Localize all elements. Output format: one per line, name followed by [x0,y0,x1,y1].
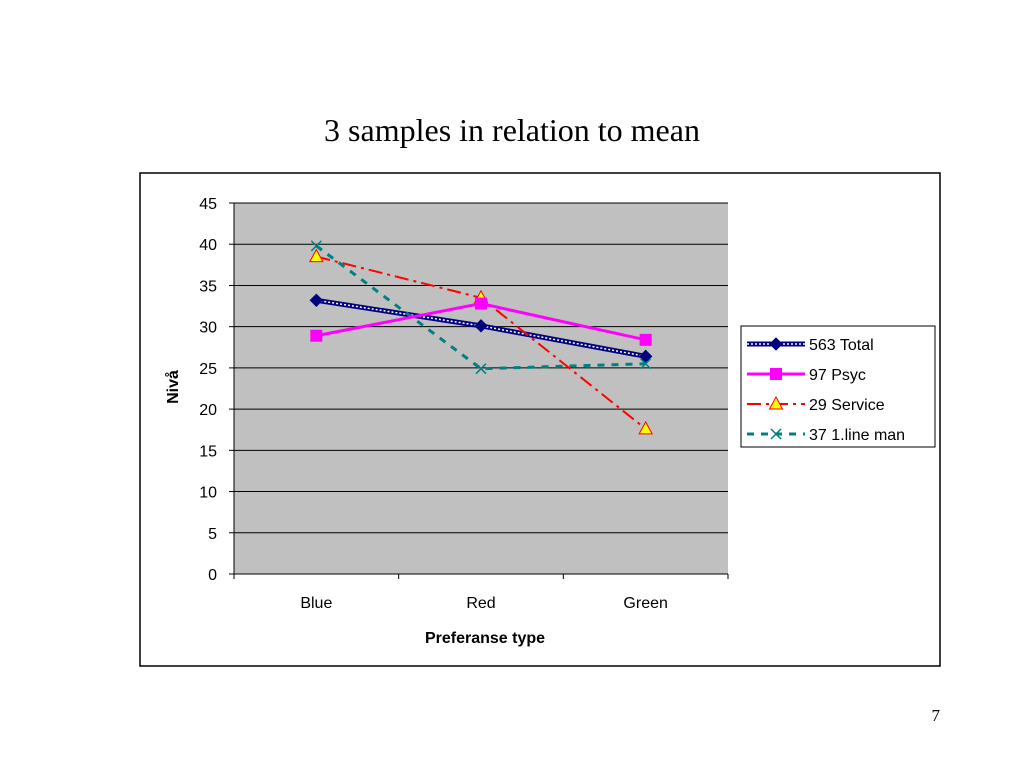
legend-label: 29 Service [809,397,885,414]
data-point [474,319,488,333]
data-point [309,293,324,307]
data-point-stroke [475,363,487,375]
legend-item: 29 Service [747,395,885,414]
data-point-stroke [310,240,322,252]
plot-area [234,203,728,574]
axes: 0 5 10 15 20 25 30 35 40 45 Blue Red Green [199,196,729,612]
y-tick-label: 45 [199,196,217,213]
data-point [640,358,652,370]
legend-label: 97 Psyc [809,367,866,384]
data-point [310,240,322,252]
y-axis-label: Nivå [164,370,182,404]
series-group [308,240,654,435]
data-point [310,329,323,342]
data-point [768,395,784,410]
data-point [639,333,652,346]
y-tick-label: 10 [199,485,217,502]
legend: 563 Total 97 Psyc 29 Service 37 1.line man [740,325,936,448]
y-tick-label: 35 [199,278,217,295]
data-point [308,248,324,263]
y-tick-label: 25 [199,361,217,378]
series-4 [310,240,652,375]
data-point [638,349,653,364]
y-tick-label: 40 [199,237,217,254]
data-point [475,297,487,310]
y-tick-label: 5 [208,526,217,543]
data-point-stroke [770,428,782,440]
legend-item: 563 Total [747,337,874,354]
data-point-stroke [640,358,652,370]
data-point [769,337,783,351]
series-1 [309,293,653,364]
data-point [770,368,782,380]
y-tick-label: 30 [199,320,217,337]
series-2 [310,297,652,346]
x-tick-label: Red [466,595,495,612]
data-point [770,428,782,440]
y-tick-label: 0 [208,567,217,584]
y-tick-label: 20 [199,402,217,419]
x-axis-label: Preferanse type [425,630,545,647]
legend-label: 563 Total [809,337,874,354]
x-tick-label: Blue [300,595,332,612]
data-point [638,420,654,435]
x-tick-label: Green [623,595,667,612]
page-number: 7 [931,706,941,725]
legend-item: 37 1.line man [747,427,905,444]
data-point [475,363,487,375]
legend-label: 37 1.line man [809,427,905,444]
y-tick-label: 15 [199,443,217,460]
slide-title: 3 samples in relation to mean [324,112,700,148]
legend-item: 97 Psyc [747,367,866,384]
